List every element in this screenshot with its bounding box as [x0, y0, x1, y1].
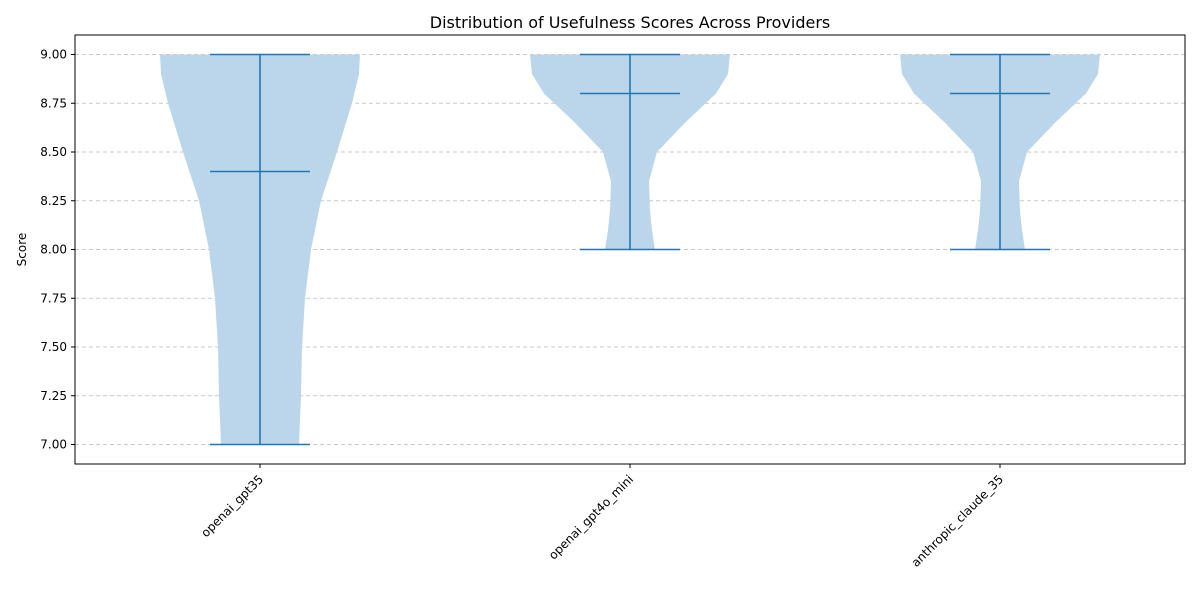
y-tick-label: 9.00: [40, 48, 67, 62]
y-tick-label: 7.25: [40, 389, 67, 403]
y-tick-label: 8.00: [40, 243, 67, 257]
x-tick-label: openai_gpt4o_mini: [546, 472, 636, 562]
violin-stat-lines: [210, 53, 1050, 446]
y-tick-label: 8.25: [40, 194, 67, 208]
y-axis: 7.00 7.25 7.50 7.75 8.00 8.25 8.50 8.75 9.00: [40, 48, 75, 452]
x-axis: openai_gpt35 openai_gpt4o_mini anthropic_c…: [198, 464, 1006, 570]
y-tick-label: 7.75: [40, 291, 67, 305]
y-tick-label: 7.00: [40, 438, 67, 452]
x-tick-label: anthropic_claude_35: [909, 472, 1007, 570]
y-axis-label: Score: [15, 233, 29, 267]
x-tick-label: openai_gpt35: [198, 472, 266, 540]
chart-title: Distribution of Usefulness Scores Across…: [430, 13, 830, 32]
y-tick-label: 8.50: [40, 145, 67, 159]
y-tick-label: 8.75: [40, 96, 67, 110]
y-tick-label: 7.50: [40, 340, 67, 354]
